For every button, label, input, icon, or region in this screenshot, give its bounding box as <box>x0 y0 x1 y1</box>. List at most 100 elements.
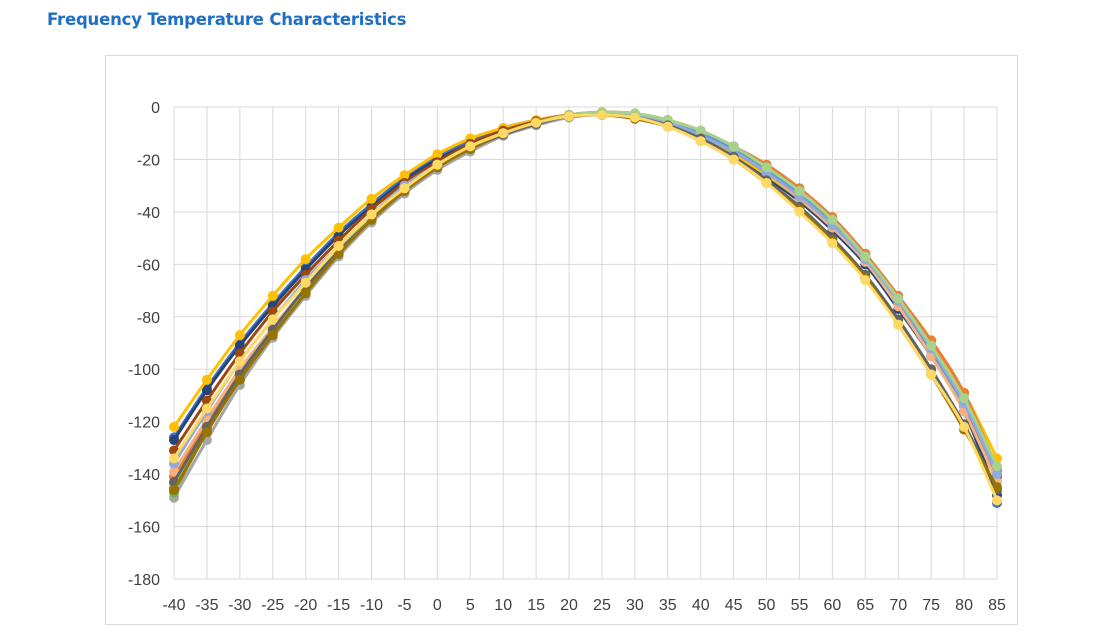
x-tick-label: -5 <box>397 597 411 614</box>
y-tick-label: -160 <box>128 520 160 537</box>
x-tick-label: 20 <box>560 597 578 614</box>
series-line <box>172 113 999 499</box>
data-point <box>992 495 1002 506</box>
y-tick-label: -20 <box>137 152 160 169</box>
x-tick-label: 40 <box>692 597 710 614</box>
x-tick-label: -15 <box>327 597 350 614</box>
data-point <box>794 185 805 196</box>
data-point <box>169 484 179 495</box>
page-title: Frequency Temperature Characteristics <box>47 10 407 29</box>
chart-series <box>169 107 1002 508</box>
data-point <box>333 248 344 259</box>
x-tick-label: 70 <box>889 597 907 614</box>
x-tick-label: 75 <box>922 597 940 614</box>
data-point <box>366 193 377 204</box>
data-point <box>432 159 443 170</box>
x-tick-label: 60 <box>824 597 842 614</box>
data-point <box>399 170 410 181</box>
data-point <box>761 178 772 189</box>
data-point <box>234 374 245 385</box>
x-tick-label: 85 <box>988 597 1006 614</box>
data-point <box>596 109 607 120</box>
data-point <box>169 421 179 432</box>
data-point <box>366 209 377 220</box>
data-point <box>465 141 476 152</box>
data-point <box>267 314 278 325</box>
data-point <box>827 238 838 249</box>
y-tick-label: -180 <box>128 572 160 589</box>
data-point <box>169 453 179 464</box>
x-tick-label: 65 <box>856 597 874 614</box>
data-point <box>662 121 673 132</box>
data-point <box>893 293 904 304</box>
data-point <box>201 385 212 396</box>
data-point <box>860 275 871 286</box>
data-point <box>728 141 739 152</box>
data-point <box>629 112 640 123</box>
x-tick-label: -25 <box>261 597 284 614</box>
x-tick-label: 45 <box>725 597 743 614</box>
y-tick-label: -80 <box>137 310 160 327</box>
x-tick-label: 55 <box>791 597 809 614</box>
data-point <box>761 162 772 173</box>
data-point <box>201 374 212 385</box>
y-tick-label: -100 <box>128 362 160 379</box>
data-point <box>169 435 179 446</box>
data-point <box>169 466 179 477</box>
series-line <box>172 112 999 478</box>
series-11 <box>169 107 1002 490</box>
y-tick-label: -60 <box>137 257 160 274</box>
y-tick-label: 0 <box>151 100 160 117</box>
data-point <box>860 251 871 262</box>
data-point <box>234 356 245 367</box>
x-tick-label: -10 <box>360 597 383 614</box>
data-point <box>827 214 838 225</box>
data-point <box>267 290 278 301</box>
data-point <box>300 254 311 265</box>
data-point <box>893 319 904 330</box>
data-point <box>959 393 970 404</box>
data-point <box>267 330 278 341</box>
x-axis-ticks: -40 -35 -30 -25 -20 -15 -10 -5 0 5 10 15 20 25 30 35 40 4… <box>162 597 1006 614</box>
x-tick-label: -30 <box>228 597 251 614</box>
data-point <box>794 206 805 217</box>
data-point <box>992 482 1002 493</box>
y-tick-label: -40 <box>137 205 160 222</box>
x-tick-label: 25 <box>593 597 611 614</box>
data-point <box>728 154 739 165</box>
series-12 <box>169 109 1002 495</box>
x-tick-label: -40 <box>162 597 185 614</box>
x-tick-label: -35 <box>195 597 218 614</box>
x-tick-label: 30 <box>626 597 644 614</box>
y-axis-ticks: 0 -20 -40 -60 -80 -100 -120 -140 -160 -180 <box>128 100 160 589</box>
x-tick-label: 50 <box>758 597 776 614</box>
x-tick-label: 5 <box>466 597 475 614</box>
data-point <box>201 403 212 414</box>
x-tick-label: 10 <box>494 597 512 614</box>
y-tick-label: -140 <box>128 467 160 484</box>
data-point <box>926 340 937 351</box>
x-tick-label: -20 <box>294 597 317 614</box>
data-point <box>926 369 937 380</box>
data-point <box>333 240 344 251</box>
data-point <box>959 421 970 432</box>
data-point <box>564 111 575 122</box>
data-point <box>531 117 542 128</box>
data-point <box>695 125 706 136</box>
data-point <box>992 469 1002 480</box>
data-point <box>498 128 509 139</box>
chart-grid <box>173 106 998 580</box>
data-point <box>201 427 212 438</box>
series-14 <box>169 109 1002 506</box>
data-point <box>300 288 311 299</box>
data-point <box>399 183 410 194</box>
y-tick-label: -120 <box>128 415 160 432</box>
data-point <box>432 149 443 160</box>
data-point <box>333 222 344 233</box>
series-line <box>172 113 999 491</box>
x-tick-label: 15 <box>527 597 545 614</box>
data-point <box>300 277 311 288</box>
series-line <box>172 113 999 475</box>
data-point <box>992 461 1002 472</box>
